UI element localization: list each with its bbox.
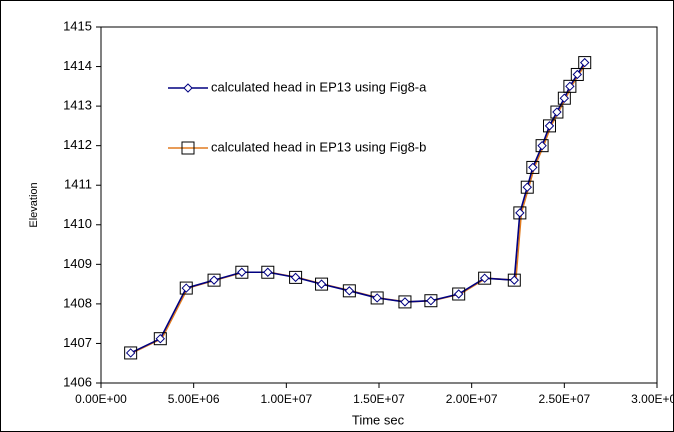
legend-label: calculated head in EP13 using Fig8-b: [211, 139, 426, 154]
data-point: [565, 81, 575, 92]
data-point: [550, 105, 564, 119]
data-point: [209, 275, 219, 285]
data-point: [507, 273, 521, 287]
data-point: [552, 107, 562, 117]
x-tick-label: 1.00E+07: [260, 392, 312, 406]
data-point: [543, 119, 557, 133]
data-point: [181, 283, 191, 293]
data-point: [153, 332, 167, 346]
data-point: [520, 180, 534, 194]
data-point: [289, 270, 303, 284]
y-axis-label: Elevation: [28, 182, 40, 227]
y-tick-label: 1412: [63, 137, 92, 152]
data-point: [580, 57, 590, 68]
data-point: [237, 267, 247, 277]
data-point: [572, 69, 583, 80]
data-point: [372, 293, 382, 303]
data-point: [453, 289, 464, 299]
legend-label: calculated head in EP13 using Fig8-a: [211, 79, 427, 94]
data-point: [537, 140, 547, 151]
data-point: [263, 267, 273, 277]
y-tick-label: 1414: [63, 58, 92, 73]
data-point: [526, 160, 540, 174]
data-point: [544, 121, 555, 131]
data-point: [515, 208, 525, 218]
data-point: [535, 139, 549, 153]
data-point: [563, 79, 577, 93]
data-point: [344, 286, 355, 296]
data-point: [522, 182, 532, 192]
x-tick-label: 0.00E+00: [75, 392, 127, 406]
data-point: [452, 287, 466, 301]
x-tick-label: 3.00E+07: [631, 392, 674, 406]
data-point: [479, 273, 490, 283]
data-point: [290, 272, 301, 283]
y-tick-label: 1415: [63, 18, 92, 33]
y-tick-label: 1409: [63, 256, 92, 271]
data-point: [316, 279, 327, 289]
data-point: [235, 265, 249, 279]
y-tick-label: 1407: [63, 335, 92, 350]
data-point: [570, 67, 584, 81]
x-tick-label: 2.00E+07: [446, 392, 498, 406]
data-point: [509, 275, 520, 285]
data-point: [179, 281, 193, 295]
legend-marker: [181, 141, 195, 155]
data-point: [478, 271, 492, 285]
data-point: [370, 291, 384, 305]
data-point: [398, 295, 412, 309]
x-tick-label: 2.50E+07: [538, 392, 590, 406]
data-point: [124, 346, 138, 360]
y-tick-label: 1413: [63, 98, 92, 113]
y-tick-label: 1408: [63, 295, 92, 310]
data-point: [528, 162, 538, 173]
data-point: [400, 297, 410, 307]
data-point: [155, 333, 166, 344]
data-point: [261, 265, 275, 279]
data-point: [426, 296, 436, 306]
x-tick-label: 5.00E+06: [168, 392, 220, 406]
x-tick-label: 1.50E+07: [353, 392, 405, 406]
data-point: [559, 93, 570, 103]
data-point: [513, 206, 527, 220]
x-axis-label: Time sec: [352, 412, 405, 427]
data-point: [342, 284, 356, 298]
data-point: [125, 348, 136, 358]
data-point: [424, 294, 438, 308]
data-point: [578, 56, 592, 70]
y-tick-label: 1406: [63, 374, 92, 389]
data-point: [207, 273, 221, 287]
data-point: [315, 277, 329, 291]
y-tick-label: 1410: [63, 216, 92, 231]
y-tick-label: 1411: [64, 177, 92, 192]
legend-marker: [183, 83, 193, 93]
